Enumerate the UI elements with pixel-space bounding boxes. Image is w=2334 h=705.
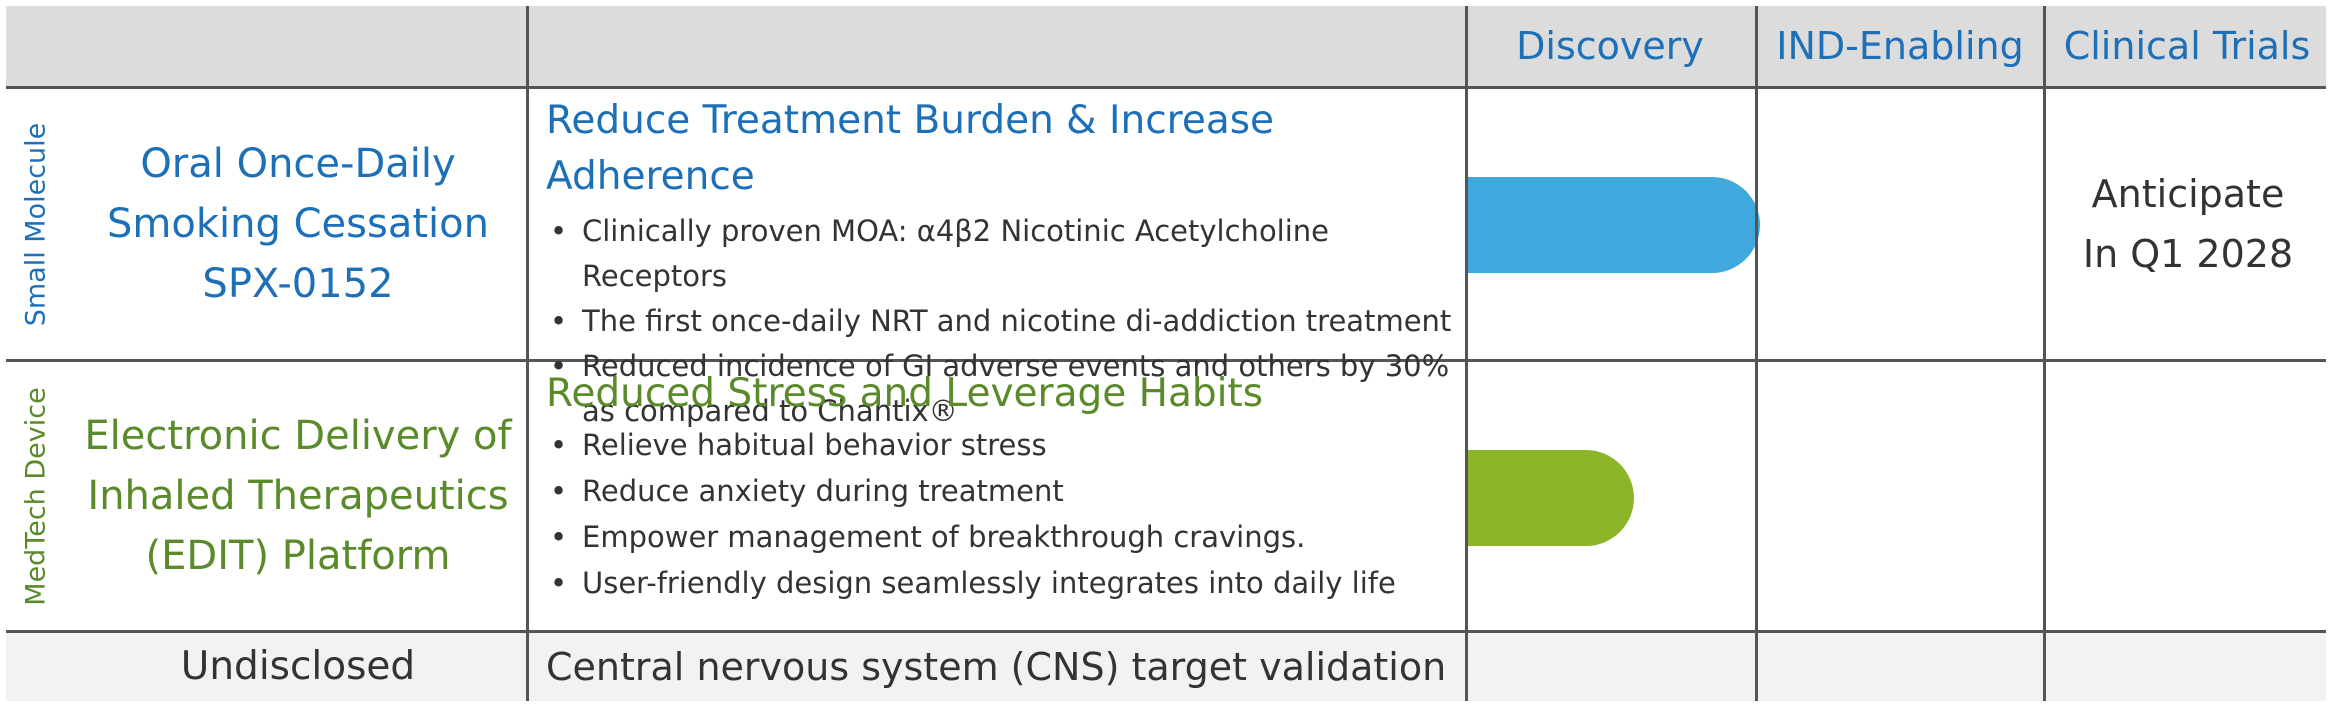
description-title: Reduced Stress and Leverage Habits (546, 371, 1264, 416)
program-name: Oral Once-Daily Smoking Cessation SPX-01… (107, 141, 489, 307)
header-row: Discovery IND-Enabling Clinical Trials (6, 6, 2326, 89)
program-name: Undisclosed (180, 644, 416, 689)
category-label: MedTech Device (20, 386, 52, 606)
stage-ind-enabling: IND-Enabling (1776, 24, 2024, 68)
program-description: Reduced Stress and Leverage Habits Relie… (546, 366, 1466, 606)
column-divider (2043, 6, 2046, 701)
column-divider (526, 6, 529, 701)
stage-clinical-trials: Clinical Trials (2063, 24, 2311, 68)
anticipate-note: Anticipate In Q1 2028 (2082, 172, 2294, 276)
progress-bar-discovery (1468, 177, 1760, 273)
program-row-edit: MedTech Device Electronic Delivery of In… (6, 362, 2326, 633)
bullet: User-friendly design seamlessly integrat… (546, 560, 1466, 606)
program-name: Electronic Delivery of Inhaled Therapeut… (84, 413, 512, 579)
bullet: Clinically proven MOA: α4β2 Nicotinic Ac… (546, 209, 1466, 299)
column-divider (1465, 6, 1468, 701)
bullet: The first once-daily NRT and nicotine di… (546, 299, 1466, 344)
progress-bar-discovery (1468, 450, 1634, 546)
program-description: Central nervous system (CNS) target vali… (546, 645, 1447, 689)
stage-discovery: Discovery (1516, 24, 1704, 68)
program-description: Reduce Treatment Burden & Increase Adher… (546, 93, 1466, 434)
program-row-spx-0152: Small Molecule Oral Once-Daily Smoking C… (6, 89, 2326, 428)
column-divider (1755, 6, 1758, 701)
bullet: Empower management of breakthrough cravi… (546, 514, 1466, 560)
pipeline-table: Discovery IND-Enabling Clinical Trials S… (6, 6, 2326, 701)
description-title: Reduce Treatment Burden & Increase Adher… (546, 98, 1275, 199)
program-row-undisclosed: Undisclosed Central nervous system (CNS)… (6, 633, 2326, 701)
bullet: Relieve habitual behavior stress (546, 422, 1466, 468)
bullet: Reduce anxiety during treatment (546, 468, 1466, 514)
category-label: Small Molecule (20, 122, 52, 326)
